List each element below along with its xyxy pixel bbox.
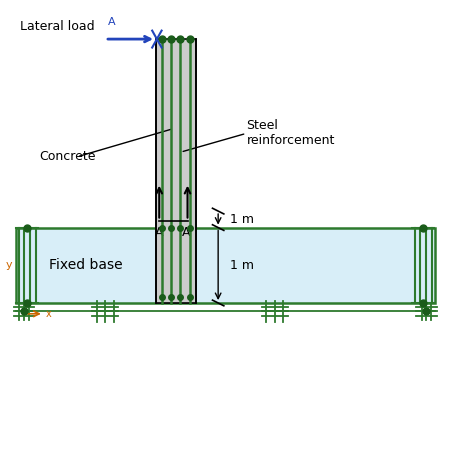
Text: x: x (46, 309, 52, 319)
Text: y: y (6, 260, 13, 270)
Text: Steel
reinforcement: Steel reinforcement (246, 119, 335, 147)
Text: Concrete: Concrete (39, 150, 96, 164)
Text: 1 m: 1 m (230, 259, 254, 272)
Text: A': A' (182, 226, 193, 239)
Text: Lateral load: Lateral load (20, 20, 95, 34)
Text: A: A (155, 226, 164, 239)
Text: Fixed base: Fixed base (48, 258, 122, 272)
Bar (156, 39, 196, 303)
Text: A: A (108, 18, 115, 27)
Text: 1 m: 1 m (230, 213, 254, 226)
Bar (16, 228, 435, 303)
